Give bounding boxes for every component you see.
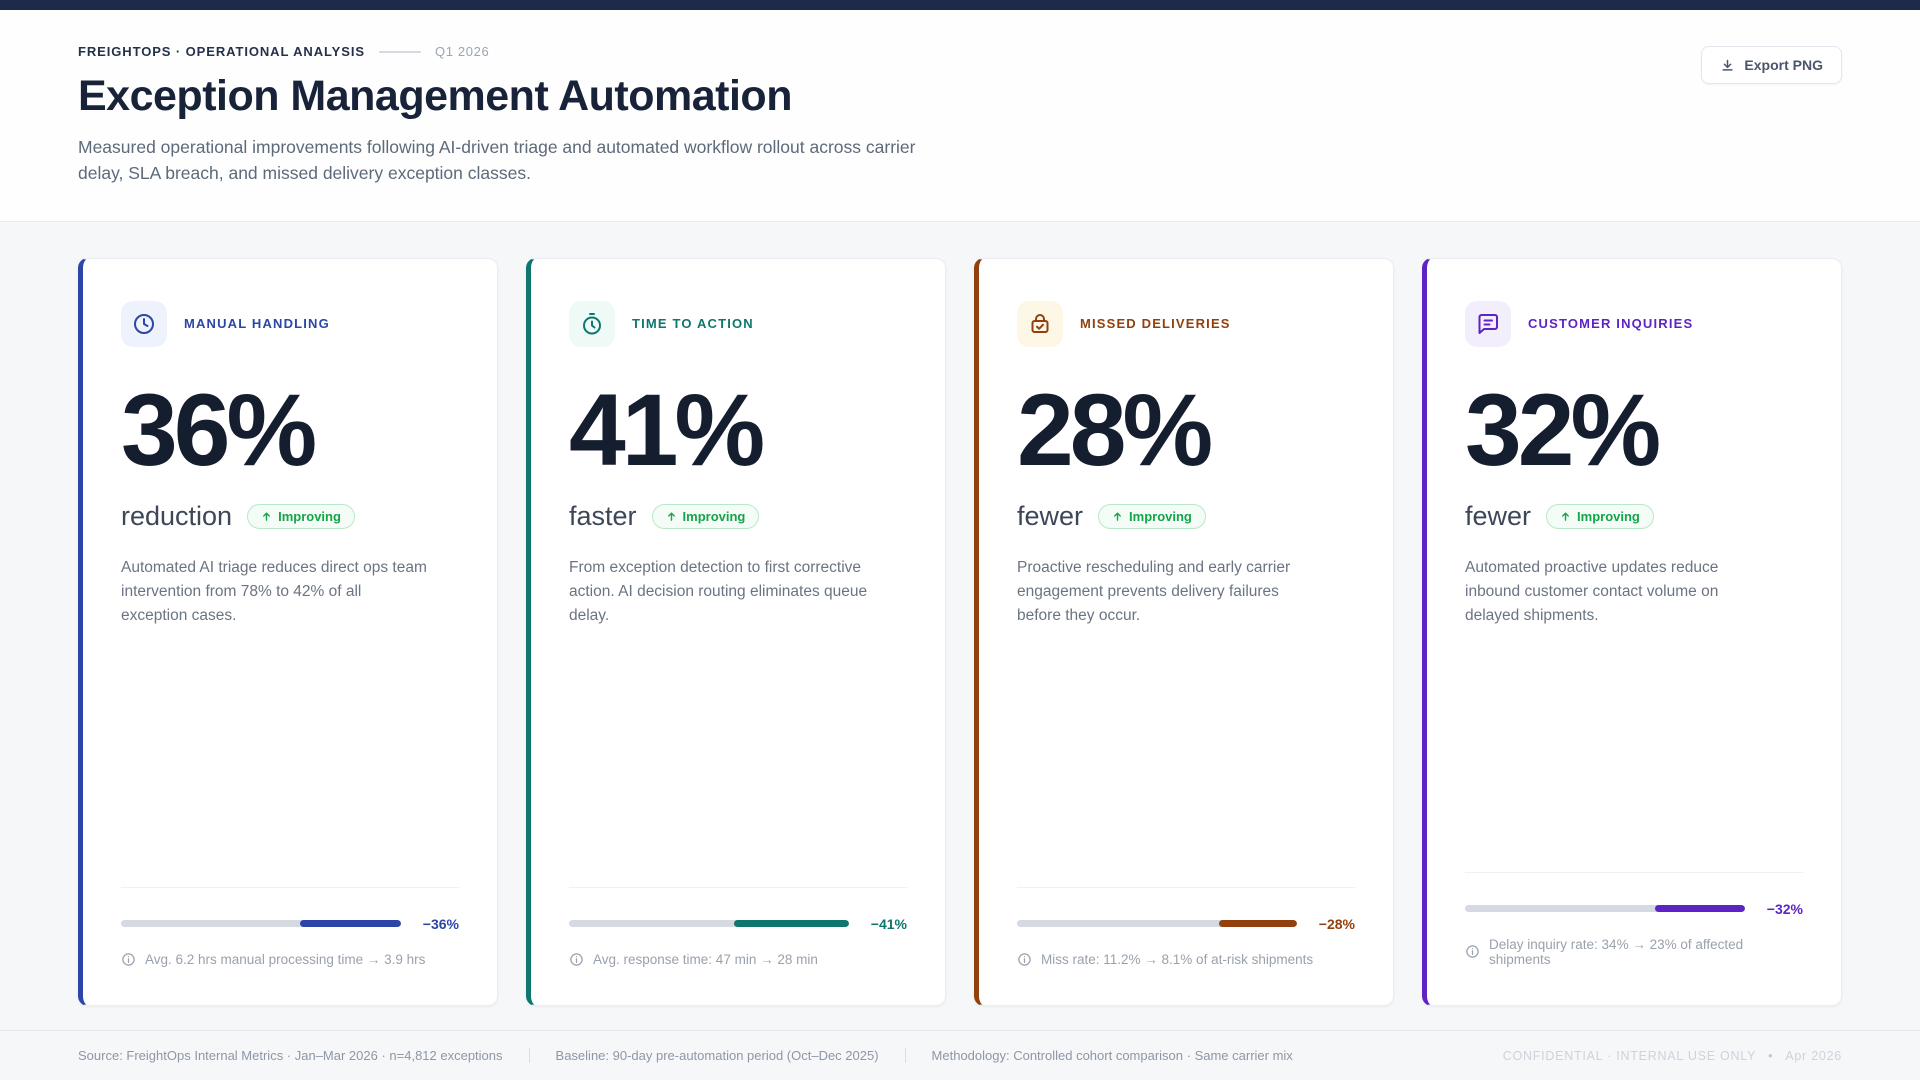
status-badge-label: Improving	[1129, 508, 1192, 524]
metric-value: 28%	[1017, 372, 1213, 487]
metric-footnote: Delay inquiry rate: 34% → 23% of affecte…	[1465, 937, 1803, 967]
footer-confidential: CONFIDENTIAL · INTERNAL USE ONLY • Apr 2…	[1503, 1049, 1842, 1063]
progress-track	[569, 920, 849, 927]
arrow-up-icon	[666, 511, 677, 522]
footer-divider	[904, 1048, 906, 1063]
eyebrow-divider	[378, 50, 421, 53]
progress-block: −41% Avg. response time: 47 min → 28 min	[569, 886, 907, 967]
progress-label: −41%	[870, 915, 907, 932]
download-icon	[1720, 58, 1735, 73]
page-title: Exception Management Automation	[78, 72, 792, 120]
footer-date: Apr 2026	[1785, 1048, 1842, 1063]
metric-value: 36%	[121, 372, 317, 487]
metric-unit: reduction	[121, 500, 233, 531]
arrow-up-icon	[261, 511, 272, 522]
footer-methodology: Methodology: Controlled cohort compariso…	[931, 1048, 1293, 1063]
period-label: Q1 2026	[434, 44, 490, 59]
progress-label: −32%	[1766, 900, 1803, 917]
status-badge: Improving	[1098, 503, 1206, 529]
progress-fill	[300, 920, 401, 927]
card-label: TIME TO ACTION	[632, 316, 754, 331]
metric-description: Proactive rescheduling and early carrier…	[1017, 558, 1291, 624]
status-badge-label: Improving	[682, 508, 746, 524]
progress-track	[1465, 905, 1745, 912]
status-badge: Improving	[651, 503, 760, 529]
progress-fill	[1655, 905, 1745, 912]
info-icon	[1017, 952, 1032, 967]
progress-label: −28%	[1318, 915, 1355, 932]
card-label: MISSED DELIVERIES	[1080, 316, 1231, 331]
confidential-label: CONFIDENTIAL · INTERNAL USE ONLY	[1502, 1048, 1757, 1063]
metric-card-customer-inquiries: CUSTOMER INQUIRIES 32% fewer Improving A…	[1422, 257, 1842, 1006]
report-header: FREIGHTOPS · OPERATIONAL ANALYSIS Q1 202…	[0, 10, 1920, 222]
message-square-icon	[1465, 300, 1511, 347]
metric-cards: MANUAL HANDLING 36% reduction Improving …	[78, 257, 1842, 1006]
info-icon	[1465, 944, 1480, 959]
progress-track	[121, 920, 401, 927]
export-png-button[interactable]: Export PNG	[1701, 46, 1842, 84]
info-icon	[121, 952, 136, 967]
breadcrumb: FREIGHTOPS · OPERATIONAL ANALYSIS Q1 202…	[78, 44, 1842, 59]
metric-value: 41%	[569, 372, 765, 487]
card-label: MANUAL HANDLING	[184, 316, 330, 331]
clock-icon	[121, 300, 167, 347]
export-png-label: Export PNG	[1744, 57, 1823, 73]
metric-footnote-text: Miss rate: 11.2% → 8.1% of at-risk shipm…	[1041, 951, 1314, 967]
progress-fill	[734, 920, 849, 927]
progress-track	[1017, 920, 1297, 927]
card-label: CUSTOMER INQUIRIES	[1528, 316, 1694, 331]
card-header: MANUAL HANDLING	[121, 300, 459, 347]
metric-footnote: Avg. response time: 47 min → 28 min	[569, 952, 907, 967]
progress-block: −28% Miss rate: 11.2% → 8.1% of at-risk …	[1017, 886, 1355, 967]
metric-footnote: Miss rate: 11.2% → 8.1% of at-risk shipm…	[1017, 952, 1355, 967]
arrow-up-icon	[1112, 511, 1123, 522]
footer-divider	[528, 1048, 530, 1063]
metric-unit: faster	[569, 500, 637, 531]
progress-block: −36% Avg. 6.2 hrs manual processing time…	[121, 886, 459, 967]
status-badge: Improving	[1546, 503, 1654, 529]
status-badge: Improving	[247, 503, 355, 529]
arrow-up-icon	[1560, 511, 1571, 522]
metric-footnote: Avg. 6.2 hrs manual processing time → 3.…	[121, 952, 459, 967]
info-icon	[569, 952, 584, 967]
metric-description: From exception detection to first correc…	[569, 558, 868, 624]
footer-bullet: •	[1768, 1048, 1774, 1063]
metric-card-missed-deliveries: MISSED DELIVERIES 28% fewer Improving Pr…	[974, 257, 1394, 1006]
metric-footnote-text: Avg. 6.2 hrs manual processing time → 3.…	[145, 951, 426, 967]
report-footer: Source: FreightOps Internal Metrics · Ja…	[0, 1030, 1920, 1080]
metrics-section: MANUAL HANDLING 36% reduction Improving …	[0, 222, 1920, 1031]
metric-unit: fewer	[1465, 500, 1532, 531]
metric-description: Automated proactive updates reduce inbou…	[1465, 558, 1719, 624]
metric-unit: fewer	[1017, 500, 1084, 531]
status-badge-label: Improving	[278, 508, 341, 524]
status-badge-label: Improving	[1577, 508, 1640, 524]
metric-value: 32%	[1465, 372, 1661, 487]
progress-block: −32% Delay inquiry rate: 34% → 23% of af…	[1465, 871, 1803, 967]
timer-icon	[569, 300, 615, 347]
metric-description: Automated AI triage reduces direct ops t…	[121, 558, 427, 624]
progress-label: −36%	[422, 915, 459, 932]
metric-card-manual-handling: MANUAL HANDLING 36% reduction Improving …	[78, 257, 498, 1006]
eyebrow-label: FREIGHTOPS · OPERATIONAL ANALYSIS	[78, 44, 365, 59]
footer-baseline: Baseline: 90-day pre-automation period (…	[555, 1048, 879, 1063]
package-check-icon	[1017, 300, 1063, 347]
progress-fill	[1218, 920, 1297, 927]
metric-card-time-to-action: TIME TO ACTION 41% faster Improving From…	[526, 257, 946, 1006]
card-header: CUSTOMER INQUIRIES	[1465, 300, 1803, 347]
page-subtitle: Measured operational improvements follow…	[78, 137, 916, 184]
top-accent-bar	[0, 0, 1920, 10]
metric-footnote-text: Delay inquiry rate: 34% → 23% of affecte…	[1489, 936, 1744, 967]
card-header: TIME TO ACTION	[569, 300, 907, 347]
footer-source: Source: FreightOps Internal Metrics · Ja…	[78, 1048, 503, 1063]
metric-footnote-text: Avg. response time: 47 min → 28 min	[593, 951, 818, 967]
card-header: MISSED DELIVERIES	[1017, 300, 1355, 347]
